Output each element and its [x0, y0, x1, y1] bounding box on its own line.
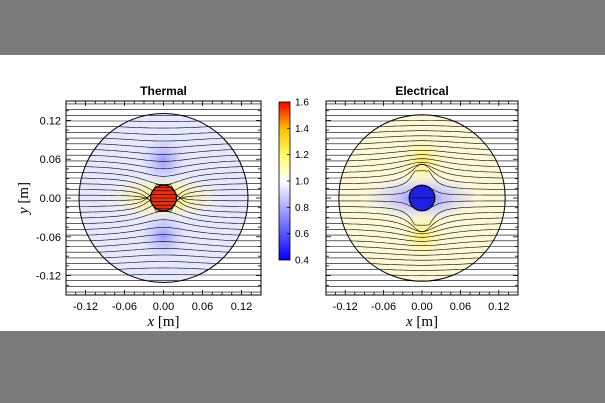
- field-line: [326, 145, 518, 150]
- field-line: [66, 254, 261, 259]
- figure: -0.12 -0.06 0.00 0.06 0.12 0.12 0.06 0.00 -0.06-…: [0, 55, 605, 331]
- field-line: [326, 150, 518, 156]
- colorbar-tick-label: 1.6: [295, 98, 309, 109]
- field-line: [326, 217, 518, 232]
- field-line: [326, 251, 518, 256]
- field-line: [66, 227, 261, 236]
- field-lines: [66, 103, 261, 293]
- x-tick-label: 0.00: [153, 301, 174, 313]
- colorbar-tick-label: 0.6: [295, 229, 309, 240]
- field-line: [66, 160, 261, 169]
- y-tick-label: 0.00: [40, 193, 61, 205]
- chart-title: Thermal: [140, 84, 187, 98]
- field-line: [326, 263, 518, 266]
- chart-title: Electrical: [395, 84, 448, 98]
- x-axis-label: x [m]: [405, 314, 438, 330]
- x-tick-label: -0.12: [333, 301, 358, 313]
- x-tick-label: 0.12: [488, 301, 509, 313]
- field-line: [326, 161, 518, 173]
- field-line: [326, 229, 518, 238]
- colorbar: 1.6 1.4 1.2 1.0 0.8 0.6 0.4: [278, 98, 309, 267]
- field-line: [66, 154, 261, 162]
- field-line: [326, 257, 518, 261]
- field-line: [326, 274, 518, 276]
- field-line: [326, 240, 518, 246]
- y-tick-label: 0.12: [40, 115, 61, 127]
- field-line: [326, 120, 518, 122]
- colorbar-tick-label: 0.8: [295, 203, 309, 214]
- colorbar-tick-label: 0.4: [295, 256, 309, 267]
- figure-svg: -0.12 -0.06 0.00 0.06 0.120.120.060.00-0.06-…: [16, 84, 519, 330]
- field-line: [66, 267, 261, 270]
- x-tick-label: 0.06: [192, 301, 213, 313]
- field-line: [326, 234, 518, 242]
- bottom-lobe-fill: [398, 210, 446, 261]
- colorbar-tick-label: 1.0: [295, 177, 309, 188]
- y-tick-label: -0.06: [36, 232, 61, 244]
- top-lobe-fill: [398, 135, 446, 186]
- field-line: [326, 140, 518, 145]
- field-line: [66, 149, 261, 155]
- field-line: [66, 261, 261, 264]
- field-line: [66, 274, 261, 276]
- field-line: [66, 166, 261, 177]
- y-tick-label: -0.12: [36, 271, 61, 283]
- field-line: [326, 223, 518, 235]
- axis-ticks: [325, 100, 519, 296]
- x-tick-label: -0.06: [371, 301, 396, 313]
- x-tick-label: 0.06: [450, 301, 471, 313]
- colorbar-tick-label: 1.2: [295, 150, 309, 161]
- field-line: [66, 219, 261, 230]
- field-line: [66, 137, 261, 142]
- y-tick-label: 0.06: [40, 154, 61, 166]
- field-line: [326, 206, 518, 226]
- field-line: [326, 135, 518, 139]
- x-tick-label: 0.00: [411, 301, 432, 313]
- outer-circle: [338, 114, 506, 282]
- field-line: [326, 246, 518, 251]
- field-line: [66, 126, 261, 129]
- field-line: [326, 125, 518, 127]
- field-line: [326, 158, 518, 167]
- y-axis-label: y [m]: [16, 182, 32, 216]
- x-axis-label: x [m]: [146, 314, 179, 330]
- outer-circle: [78, 113, 249, 283]
- x-tick-label: -0.12: [73, 301, 98, 313]
- field-line: [326, 163, 518, 184]
- field-line: [326, 269, 518, 271]
- field-line: [66, 132, 261, 135]
- axis-ticks: [65, 100, 262, 296]
- field-line: [326, 130, 518, 133]
- x-tick-label: -0.06: [112, 301, 137, 313]
- field-line: [326, 170, 518, 190]
- field-line: [326, 154, 518, 162]
- colorbar-tick-label: 1.4: [295, 124, 309, 135]
- field-line: [66, 120, 261, 122]
- electrical-panel: -0.12 -0.06 0.00 0.06 0.12 x [m] Electrical: [325, 84, 519, 330]
- thermal-panel: -0.12 -0.06 0.00 0.06 0.12 0.12 0.06 0.00 -0.06 -…: [16, 84, 262, 330]
- field-line: [66, 234, 261, 242]
- field-line: [66, 241, 261, 247]
- x-tick-label: 0.12: [231, 301, 252, 313]
